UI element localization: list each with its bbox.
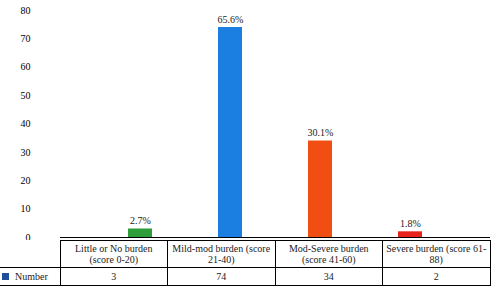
svg-text:10: 10	[21, 203, 31, 214]
html-text:3: 3	[111, 271, 117, 282]
html-text:34: 34	[323, 271, 334, 282]
html-text:Mod-Severe burden (score 41-60: Mod-Severe burden (score 41-60)	[288, 243, 369, 265]
html-text:Number: Number	[15, 271, 48, 282]
svg-text:50: 50	[21, 90, 31, 101]
svg-text:1.8%: 1.8%	[400, 218, 421, 229]
html-text:Little or No burden (score 0-2: Little or No burden (score 0-20)	[75, 243, 153, 265]
svg-text:30.1%: 30.1%	[308, 127, 334, 138]
svg-text:40: 40	[21, 118, 31, 129]
html-text:Severe burden (score 61-88): Severe burden (score 61-88)	[386, 243, 487, 265]
html-text:2: 2	[433, 271, 439, 282]
svg-text:20: 20	[21, 175, 31, 186]
html-text:74: 74	[216, 271, 227, 282]
svg-text:80: 80	[21, 5, 31, 16]
svg-text:60: 60	[21, 61, 31, 72]
svg-text:2.7%: 2.7%	[130, 215, 151, 226]
html-text:Mild-mod burden (score 21-40): Mild-mod burden (score 21-40)	[172, 243, 271, 265]
svg-text:65.6%: 65.6%	[218, 14, 244, 25]
svg-text:30: 30	[21, 147, 31, 158]
svg-text:70: 70	[21, 33, 31, 44]
svg-text:0: 0	[26, 232, 31, 240]
